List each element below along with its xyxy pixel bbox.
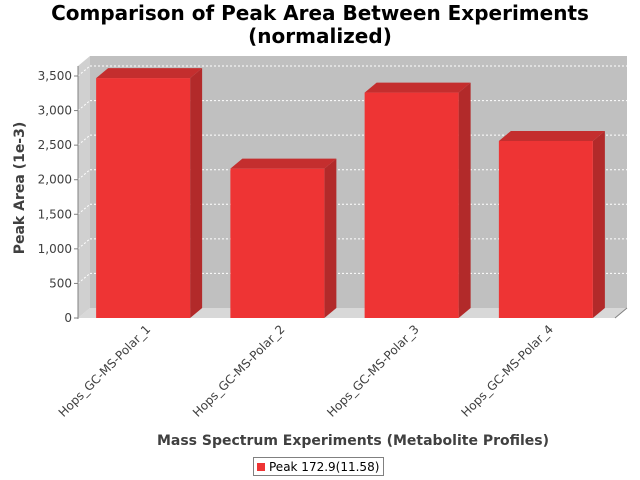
bar [364,92,459,318]
legend-swatch [257,462,265,471]
bar-side [324,158,337,318]
bar-top [364,82,471,93]
y-tick-label: 2,500 [38,138,72,152]
x-tick-label: Hops_GC-MS-Polar_3 [324,322,422,420]
bar-side [592,130,605,318]
plot-floor [78,308,627,318]
x-tick-label: Hops_GC-MS-Polar_4 [458,322,556,420]
bar-top [230,158,337,169]
y-axis-label: Peak Area (1e-3) [12,122,28,255]
y-axis: 0 500 1,000 1,500 2,000 2,500 3,000 3,500 [38,66,79,325]
x-axis-label: Mass Spectrum Experiments (Metabolite Pr… [157,433,549,449]
y-tick-label: 1,500 [38,207,72,221]
legend-label: Peak 172.9(11.58) [269,459,380,474]
y-tick-label: 2,000 [38,173,72,187]
bar [96,78,191,319]
bar [498,140,593,318]
y-tick-label: 3,000 [38,104,72,118]
chart-title: Comparison of Peak Area Between Experime… [0,2,640,48]
y-tick-label: 1,000 [38,242,72,256]
bar-top [498,130,605,141]
x-axis: Hops_GC-MS-Polar_1 Hops_GC-MS-Polar_2 Hops… [56,322,556,420]
y-tick-label: 500 [49,276,72,290]
x-tick-label: Hops_GC-MS-Polar_1 [56,322,154,420]
chart-title-line-2: (normalized) [248,24,392,48]
bar-top [96,68,203,79]
bar-side [458,82,471,318]
legend: Peak 172.9(11.58) [253,457,385,476]
bars [96,68,605,319]
y-tick-label: 3,500 [38,69,72,83]
y-tick-label: 0 [64,311,72,325]
chart-title-line-1: Comparison of Peak Area Between Experime… [51,1,589,25]
plot-left-wall [78,56,90,318]
x-tick-label: Hops_GC-MS-Polar_2 [190,322,288,420]
bar-side [190,68,203,319]
bar [230,168,325,318]
